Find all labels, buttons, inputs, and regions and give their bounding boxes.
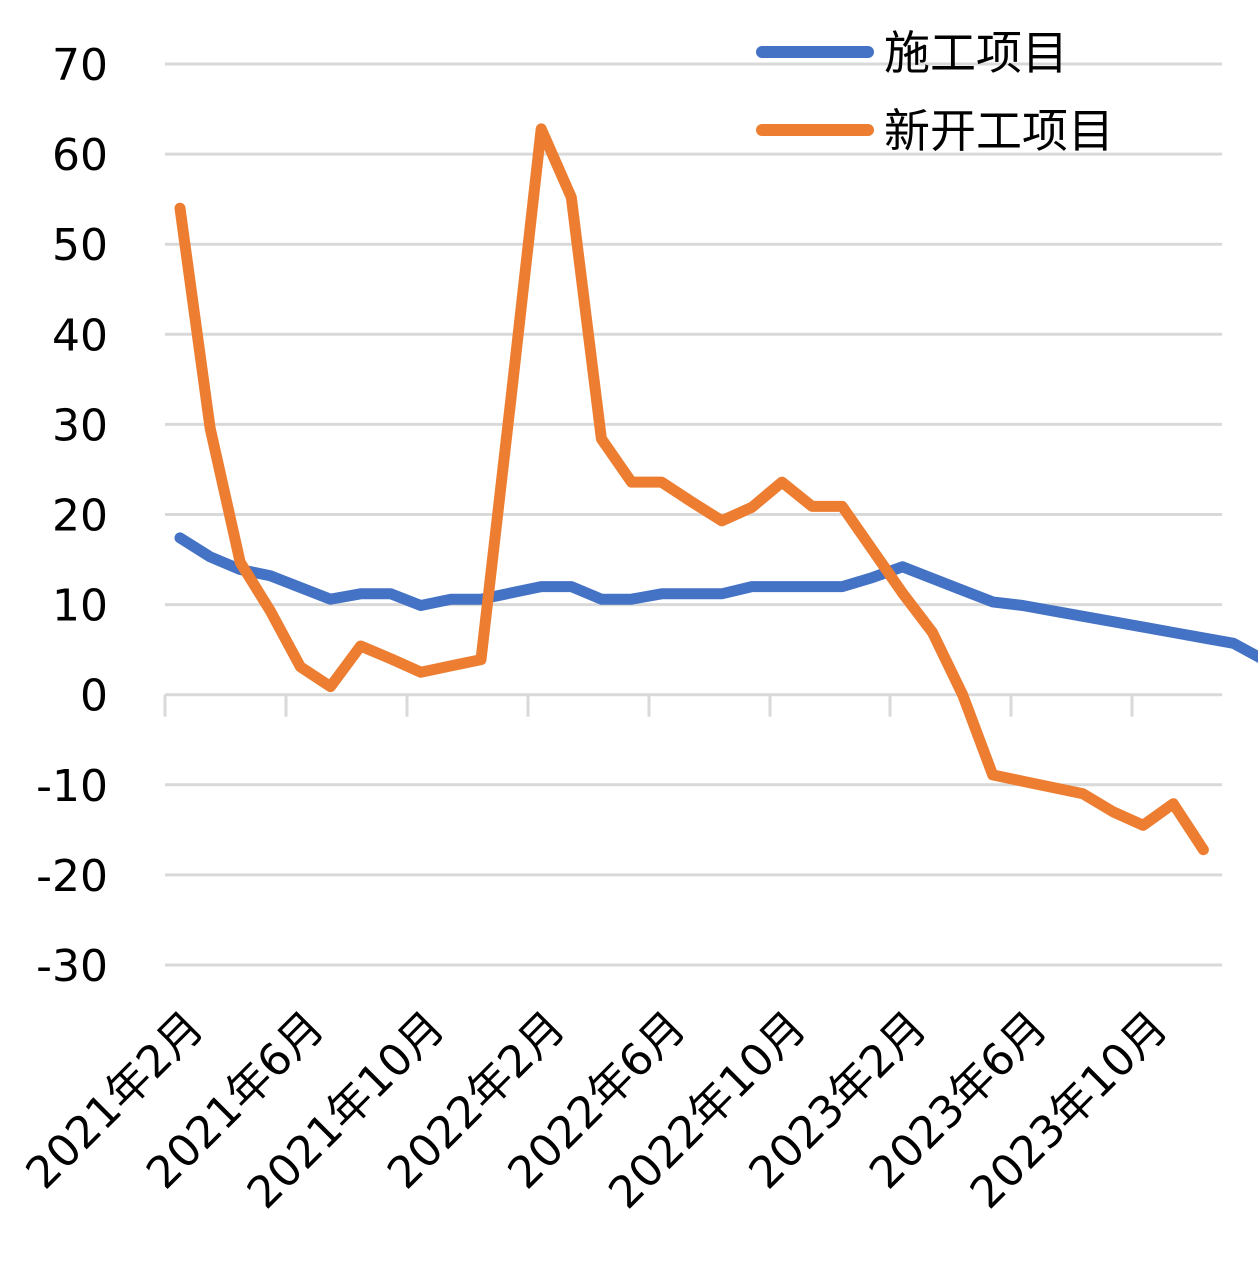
y-tick-label: -30 [36, 941, 108, 992]
y-tick-label: 0 [80, 671, 108, 722]
y-tick-label: -10 [36, 761, 108, 812]
y-tick-label: 50 [52, 220, 108, 271]
y-tick-label: 20 [52, 491, 108, 542]
series-layer [174, 123, 1258, 856]
x-axis: 2021年2月2021年6月2021年10月2022年2月2022年6月2022… [17, 693, 1222, 1219]
y-tick-label: 70 [52, 40, 108, 91]
y-tick-label: -20 [36, 851, 108, 902]
y-tick-label: 40 [52, 310, 108, 361]
y-tick-label: 30 [52, 400, 108, 451]
series-line-1 [174, 123, 1209, 856]
y-axis: 70 60 50 40 30 20 10 0 -10 -20 -30 [36, 40, 108, 992]
y-tick-label: 60 [52, 130, 108, 181]
legend-label-0: 施工项目 [884, 26, 1068, 80]
y-tick-label: 10 [52, 581, 108, 632]
series-line-0 [174, 532, 1258, 663]
legend-label-1: 新开工项目 [884, 104, 1114, 158]
grid-lines [165, 62, 1222, 967]
